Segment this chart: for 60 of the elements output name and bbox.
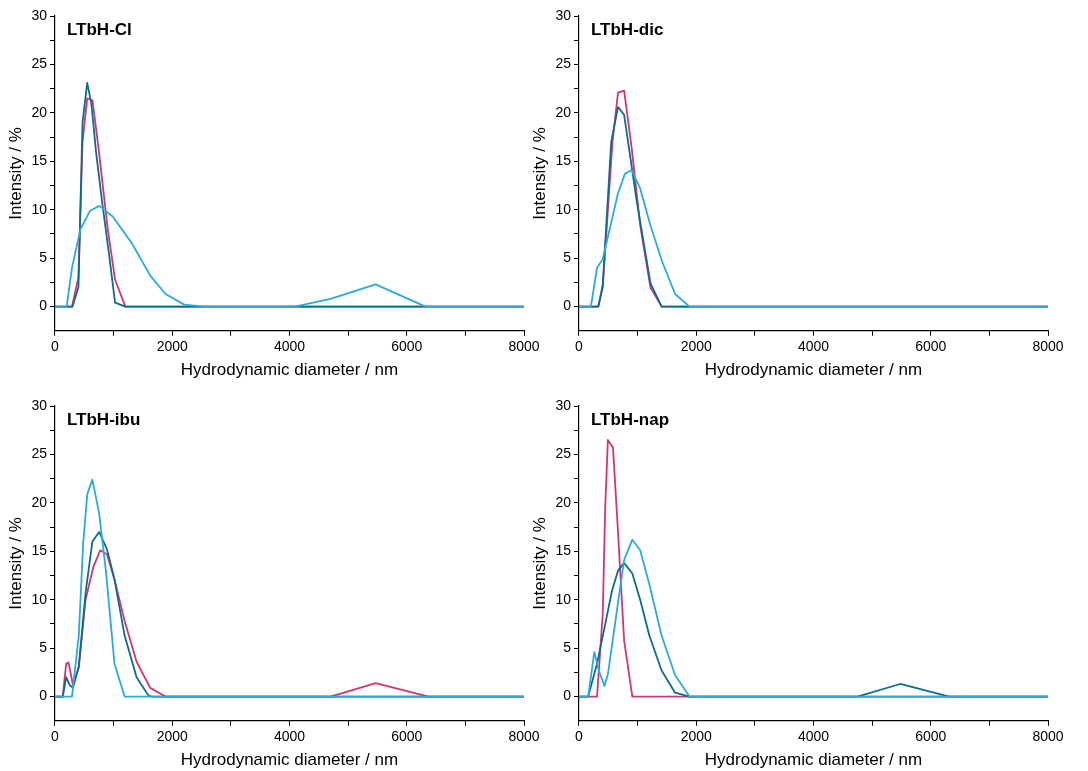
y-axis-title: Intensity / % (529, 517, 549, 610)
x-axis-title: Hydrodynamic diameter / nm (180, 360, 399, 380)
y-tick-label: 5 (563, 249, 572, 266)
chart-title: LTbH-dic (590, 20, 664, 40)
x-tick-label: 8000 (1032, 338, 1064, 355)
y-tick-label: 5 (39, 249, 48, 266)
x-tick-label: 4000 (273, 728, 306, 745)
y-tick-label: 20 (31, 103, 48, 120)
x-tick-label: 4000 (273, 338, 306, 355)
y-tick-label: 5 (39, 639, 48, 656)
x-tick-label: 6000 (391, 338, 423, 355)
chart-title: LTbH-Cl (66, 20, 132, 40)
chart-title: LTbH-nap (590, 410, 670, 430)
y-tick-label: 15 (31, 542, 48, 559)
x-tick-label: 6000 (915, 728, 947, 745)
y-tick-label: 15 (555, 542, 572, 559)
y-tick-label: 0 (39, 297, 48, 314)
x-tick-label: 2000 (156, 338, 189, 355)
y-tick-label: 20 (555, 103, 572, 120)
x-tick-label: 8000 (508, 338, 540, 355)
x-tick-label: 6000 (391, 728, 423, 745)
x-tick-label: 0 (51, 338, 60, 355)
x-axis-title: Hydrodynamic diameter / nm (704, 750, 923, 770)
chart-title: LTbH-ibu (66, 410, 141, 430)
y-tick-label: 30 (31, 396, 48, 413)
y-tick-label: 30 (555, 6, 572, 23)
y-tick-label: 30 (31, 6, 48, 23)
y-axis-title: Intensity / % (5, 127, 25, 220)
x-tick-label: 2000 (680, 338, 713, 355)
y-tick-label: 0 (563, 297, 572, 314)
y-tick-label: 20 (31, 493, 48, 510)
y-tick-label: 5 (563, 639, 572, 656)
x-tick-label: 2000 (680, 728, 713, 745)
y-tick-label: 10 (555, 590, 572, 607)
y-tick-label: 10 (31, 590, 48, 607)
y-axis-title: Intensity / % (529, 127, 549, 220)
x-tick-label: 8000 (508, 728, 540, 745)
y-tick-label: 25 (31, 55, 48, 72)
y-tick-label: 25 (555, 55, 572, 72)
x-tick-label: 8000 (1032, 728, 1064, 745)
x-tick-label: 0 (575, 338, 584, 355)
x-tick-label: 0 (575, 728, 584, 745)
y-tick-label: 0 (563, 687, 572, 704)
x-axis-title: Hydrodynamic diameter / nm (180, 750, 399, 770)
y-tick-label: 25 (31, 445, 48, 462)
y-axis-title: Intensity / % (5, 517, 25, 610)
y-tick-label: 15 (31, 152, 48, 169)
x-tick-label: 6000 (915, 338, 947, 355)
y-tick-label: 0 (39, 687, 48, 704)
x-tick-label: 0 (51, 728, 60, 745)
y-tick-label: 10 (31, 200, 48, 217)
y-tick-label: 15 (555, 152, 572, 169)
x-tick-label: 2000 (156, 728, 189, 745)
x-tick-label: 4000 (797, 338, 830, 355)
y-tick-label: 20 (555, 493, 572, 510)
y-tick-label: 10 (555, 200, 572, 217)
x-axis-title: Hydrodynamic diameter / nm (704, 360, 923, 380)
x-tick-label: 4000 (797, 728, 830, 745)
y-tick-label: 30 (555, 396, 572, 413)
y-tick-label: 25 (555, 445, 572, 462)
